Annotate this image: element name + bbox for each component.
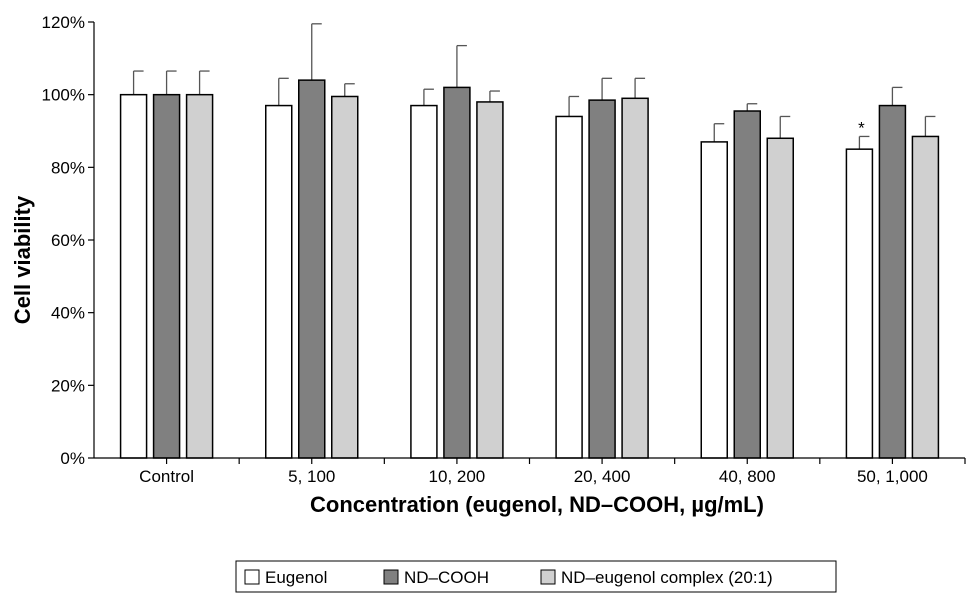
y-axis-ticks: 0% 20% 40% 60% 80% 100% 120% [42, 13, 94, 468]
bar [733, 110, 761, 459]
legend-swatch [383, 569, 399, 585]
y-tick-label: 120% [42, 13, 85, 32]
legend: Eugenol ND–COOH ND–eugenol complex (20:1) [235, 560, 837, 593]
legend-label: ND–eugenol complex (20:1) [561, 568, 773, 587]
annotations: * [858, 118, 865, 137]
x-tick-label: 10, 200 [429, 467, 486, 486]
x-tick-label: 50, 1,000 [857, 467, 928, 486]
x-tick-label: Control [139, 467, 194, 486]
bar [621, 97, 649, 459]
legend-swatch [540, 569, 556, 585]
y-tick-label: 80% [51, 158, 85, 177]
bar [410, 104, 438, 459]
bar [331, 95, 359, 459]
bar [845, 148, 874, 459]
bar [265, 104, 293, 459]
legend-frame [235, 560, 837, 593]
bar [476, 101, 504, 459]
bar-groups [119, 23, 940, 459]
x-axis-ticks: Control 5, 100 10, 200 20, 400 40, 800 50, 1,… [139, 458, 966, 486]
significance-marker: * [858, 118, 865, 137]
bar [555, 115, 583, 459]
bar [700, 141, 728, 459]
x-tick-label: 5, 100 [288, 467, 335, 486]
y-axis-title: Cell viability [10, 195, 35, 324]
y-tick-label: 100% [42, 86, 85, 105]
y-tick-label: 0% [60, 449, 85, 468]
bar [588, 99, 616, 459]
y-tick-label: 40% [51, 304, 85, 323]
legend-label: Eugenol [265, 568, 327, 587]
bar [443, 86, 471, 459]
bar [119, 93, 148, 459]
bar [878, 104, 907, 459]
bar [298, 79, 326, 459]
x-tick-label: 40, 800 [719, 467, 776, 486]
bar [911, 135, 940, 459]
legend-label: ND–COOH [404, 568, 489, 587]
bar [152, 93, 181, 459]
bar [766, 137, 794, 459]
x-axis-title: Concentration (eugenol, ND–COOH, µg/mL) [310, 492, 764, 517]
bar [185, 93, 214, 459]
y-tick-label: 60% [51, 231, 85, 250]
y-tick-label: 20% [51, 376, 85, 395]
legend-swatch [244, 569, 260, 585]
x-tick-label: 20, 400 [574, 467, 631, 486]
